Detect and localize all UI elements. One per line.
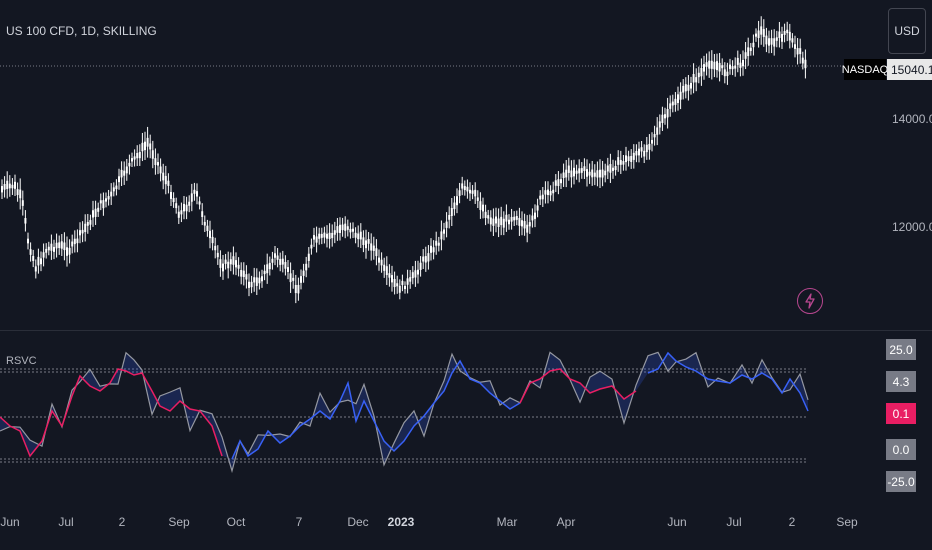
scale-tag-1: 4.3: [886, 371, 916, 392]
oscillator-series: [0, 351, 809, 474]
candle-series: [1, 16, 807, 304]
lightning-icon: [805, 293, 815, 309]
time-label: 2023: [387, 515, 415, 529]
price-chart[interactable]: [0, 0, 884, 330]
time-label: Apr: [556, 515, 576, 529]
time-label: 7: [295, 515, 303, 529]
time-label: Sep: [168, 515, 190, 529]
time-label: Oct: [226, 515, 246, 529]
chart-title: US 100 CFD, 1D, SKILLING: [6, 24, 157, 38]
time-label: Dec: [347, 515, 369, 529]
time-label: Jul: [726, 515, 742, 529]
time-label: Jun: [667, 515, 687, 529]
indicator-name: RSVC: [6, 355, 37, 367]
scale-tag-4: -25.0: [886, 471, 916, 492]
lightning-button[interactable]: [797, 288, 823, 314]
scale-tag-2: 0.1: [886, 403, 916, 424]
price-label-14000: 14000.0: [892, 112, 932, 126]
time-label: Mar: [496, 515, 518, 529]
time-label: 2: [788, 515, 796, 529]
currency-button[interactable]: USD: [888, 8, 926, 54]
time-label: Sep: [836, 515, 858, 529]
price-label-12000: 12000.0: [892, 220, 932, 234]
time-label: Jul: [58, 515, 74, 529]
symbol-tag: NASDAQ: [842, 59, 888, 80]
scale-tag-3: 0.0: [886, 439, 916, 460]
indicator-pane[interactable]: [0, 331, 884, 511]
pane-divider[interactable]: [0, 330, 932, 331]
scale-tag-0: 25.0: [886, 339, 916, 360]
time-label: 2: [118, 515, 126, 529]
last-price-tag: 15040.1: [887, 59, 932, 80]
time-label: Jun: [0, 515, 20, 529]
